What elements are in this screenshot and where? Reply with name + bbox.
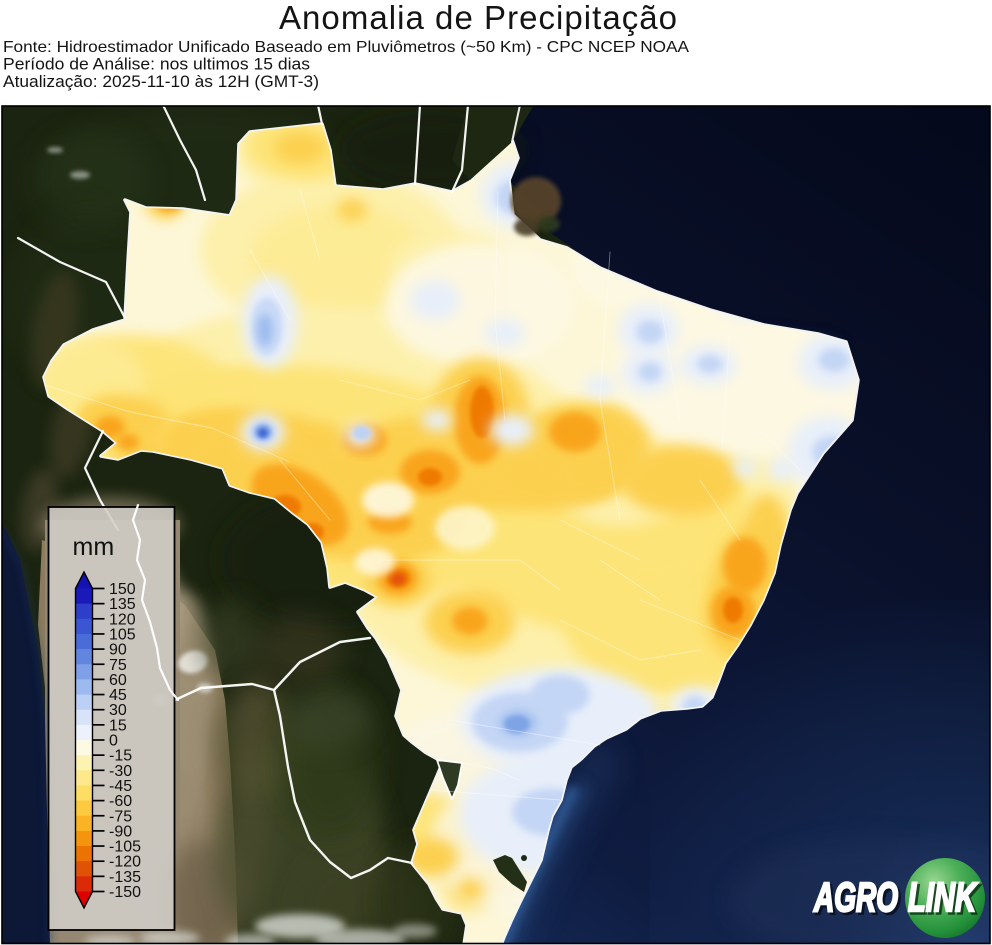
svg-text:LINK: LINK [911, 877, 981, 923]
svg-text:-60: -60 [109, 793, 132, 810]
svg-text:AGRO: AGRO [816, 877, 901, 923]
svg-text:0: 0 [109, 733, 118, 750]
svg-text:Atualização: 2025-11-10 às 12H: Atualização: 2025-11-10 às 12H (GMT-3) [3, 73, 319, 91]
svg-text:105: 105 [109, 626, 136, 643]
svg-text:-120: -120 [109, 854, 141, 871]
svg-text:120: 120 [109, 611, 136, 628]
svg-text:Período de Análise: nos ultimo: Período de Análise: nos ultimos 15 dias [3, 56, 310, 74]
svg-text:135: 135 [109, 596, 136, 613]
svg-text:15: 15 [109, 717, 127, 734]
svg-text:-45: -45 [109, 778, 132, 795]
svg-text:30: 30 [109, 702, 127, 719]
svg-text:-105: -105 [109, 839, 141, 856]
svg-text:-15: -15 [109, 748, 132, 765]
svg-text:60: 60 [109, 672, 127, 689]
svg-text:AGRO: AGRO [813, 874, 898, 920]
svg-text:mm: mm [73, 533, 115, 561]
svg-text:90: 90 [109, 642, 127, 659]
svg-text:-75: -75 [109, 808, 132, 825]
svg-text:150: 150 [109, 581, 136, 598]
svg-text:75: 75 [109, 657, 127, 674]
svg-text:-30: -30 [109, 763, 132, 780]
svg-text:-90: -90 [109, 823, 132, 840]
svg-text:45: 45 [109, 687, 127, 704]
svg-text:-150: -150 [109, 884, 141, 901]
svg-text:-135: -135 [109, 869, 141, 886]
svg-text:Fonte: Hidroestimador Unificad: Fonte: Hidroestimador Unificado Baseado … [3, 39, 689, 56]
svg-text:Anomalia de Precipitação: Anomalia de Precipitação [279, 0, 677, 36]
svg-text:LINK: LINK [908, 874, 978, 920]
